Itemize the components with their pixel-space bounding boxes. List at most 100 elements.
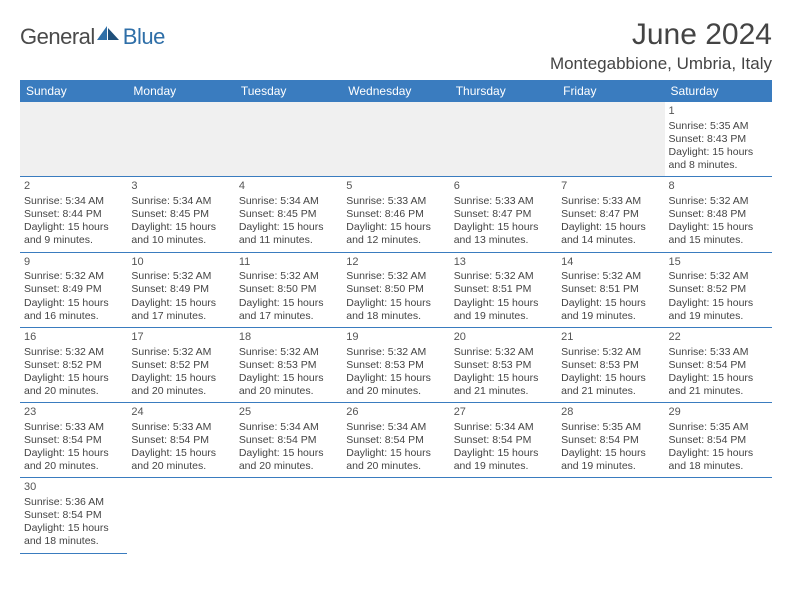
sunset-line: Sunset: 8:54 PM — [669, 359, 768, 372]
logo-text-blue: Blue — [123, 24, 165, 50]
sunrise-line: Sunrise: 5:32 AM — [131, 346, 230, 359]
sunset-line: Sunset: 8:47 PM — [454, 208, 553, 221]
daylight-line: Daylight: 15 hoursand 20 minutes. — [239, 447, 338, 473]
day-number: 26 — [346, 406, 445, 420]
weekday-header: Tuesday — [235, 80, 342, 102]
day-number: 22 — [669, 331, 768, 345]
day-number: 8 — [669, 180, 768, 194]
daylight-line: Daylight: 15 hoursand 9 minutes. — [24, 221, 123, 247]
daylight-line: Daylight: 15 hoursand 18 minutes. — [24, 522, 123, 548]
sail-icon — [95, 24, 121, 42]
sunset-line: Sunset: 8:53 PM — [239, 359, 338, 372]
daylight-line: Daylight: 15 hoursand 11 minutes. — [239, 221, 338, 247]
sunrise-line: Sunrise: 5:33 AM — [561, 195, 660, 208]
day-number: 5 — [346, 180, 445, 194]
day-number: 17 — [131, 331, 230, 345]
calendar-day-cell: 2Sunrise: 5:34 AMSunset: 8:44 PMDaylight… — [20, 177, 127, 252]
calendar-day-cell: 22Sunrise: 5:33 AMSunset: 8:54 PMDayligh… — [665, 327, 772, 402]
day-number: 20 — [454, 331, 553, 345]
sunrise-line: Sunrise: 5:36 AM — [24, 496, 123, 509]
weekday-header: Monday — [127, 80, 234, 102]
day-number: 25 — [239, 406, 338, 420]
sunrise-line: Sunrise: 5:32 AM — [239, 346, 338, 359]
daylight-line: Daylight: 15 hoursand 19 minutes. — [454, 297, 553, 323]
daylight-line: Daylight: 15 hoursand 17 minutes. — [239, 297, 338, 323]
sunrise-line: Sunrise: 5:32 AM — [24, 270, 123, 283]
day-number: 2 — [24, 180, 123, 194]
calendar-week-row: 16Sunrise: 5:32 AMSunset: 8:52 PMDayligh… — [20, 327, 772, 402]
sunset-line: Sunset: 8:54 PM — [454, 434, 553, 447]
calendar-day-cell: 18Sunrise: 5:32 AMSunset: 8:53 PMDayligh… — [235, 327, 342, 402]
sunrise-line: Sunrise: 5:33 AM — [24, 421, 123, 434]
calendar-day-cell: 29Sunrise: 5:35 AMSunset: 8:54 PMDayligh… — [665, 403, 772, 478]
day-number: 30 — [24, 481, 123, 495]
weekday-header: Friday — [557, 80, 664, 102]
day-number: 6 — [454, 180, 553, 194]
sunrise-line: Sunrise: 5:32 AM — [131, 270, 230, 283]
calendar-week-row: 1Sunrise: 5:35 AMSunset: 8:43 PMDaylight… — [20, 102, 772, 177]
daylight-line: Daylight: 15 hoursand 14 minutes. — [561, 221, 660, 247]
calendar-empty-cell — [557, 478, 664, 553]
calendar-day-cell: 28Sunrise: 5:35 AMSunset: 8:54 PMDayligh… — [557, 403, 664, 478]
calendar-empty-cell — [665, 478, 772, 553]
calendar-empty-cell — [127, 102, 234, 177]
sunset-line: Sunset: 8:45 PM — [131, 208, 230, 221]
daylight-line: Daylight: 15 hoursand 17 minutes. — [131, 297, 230, 323]
calendar-empty-cell — [450, 478, 557, 553]
sunrise-line: Sunrise: 5:32 AM — [454, 270, 553, 283]
sunrise-line: Sunrise: 5:32 AM — [454, 346, 553, 359]
daylight-line: Daylight: 15 hoursand 20 minutes. — [24, 447, 123, 473]
daylight-line: Daylight: 15 hoursand 21 minutes. — [669, 372, 768, 398]
day-number: 28 — [561, 406, 660, 420]
sunset-line: Sunset: 8:44 PM — [24, 208, 123, 221]
calendar-day-cell: 8Sunrise: 5:32 AMSunset: 8:48 PMDaylight… — [665, 177, 772, 252]
day-number: 14 — [561, 256, 660, 270]
calendar-day-cell: 19Sunrise: 5:32 AMSunset: 8:53 PMDayligh… — [342, 327, 449, 402]
day-number: 7 — [561, 180, 660, 194]
calendar-day-cell: 1Sunrise: 5:35 AMSunset: 8:43 PMDaylight… — [665, 102, 772, 177]
title-block: June 2024 Montegabbione, Umbria, Italy — [550, 18, 772, 74]
calendar-day-cell: 25Sunrise: 5:34 AMSunset: 8:54 PMDayligh… — [235, 403, 342, 478]
sunrise-line: Sunrise: 5:35 AM — [561, 421, 660, 434]
weekday-header: Wednesday — [342, 80, 449, 102]
calendar-day-cell: 30Sunrise: 5:36 AMSunset: 8:54 PMDayligh… — [20, 478, 127, 553]
daylight-line: Daylight: 15 hoursand 20 minutes. — [131, 372, 230, 398]
sunrise-line: Sunrise: 5:34 AM — [24, 195, 123, 208]
day-number: 27 — [454, 406, 553, 420]
calendar-empty-cell — [127, 478, 234, 553]
day-number: 15 — [669, 256, 768, 270]
calendar-day-cell: 11Sunrise: 5:32 AMSunset: 8:50 PMDayligh… — [235, 252, 342, 327]
day-number: 19 — [346, 331, 445, 345]
sunrise-line: Sunrise: 5:34 AM — [454, 421, 553, 434]
daylight-line: Daylight: 15 hoursand 19 minutes. — [454, 447, 553, 473]
calendar-day-cell: 16Sunrise: 5:32 AMSunset: 8:52 PMDayligh… — [20, 327, 127, 402]
sunrise-line: Sunrise: 5:33 AM — [669, 346, 768, 359]
sunrise-line: Sunrise: 5:35 AM — [669, 421, 768, 434]
day-number: 13 — [454, 256, 553, 270]
calendar-day-cell: 23Sunrise: 5:33 AMSunset: 8:54 PMDayligh… — [20, 403, 127, 478]
weekday-header-row: SundayMondayTuesdayWednesdayThursdayFrid… — [20, 80, 772, 102]
sunrise-line: Sunrise: 5:33 AM — [131, 421, 230, 434]
sunrise-line: Sunrise: 5:34 AM — [239, 195, 338, 208]
calendar-empty-cell — [342, 102, 449, 177]
daylight-line: Daylight: 15 hoursand 19 minutes. — [669, 297, 768, 323]
daylight-line: Daylight: 15 hoursand 20 minutes. — [131, 447, 230, 473]
calendar-day-cell: 7Sunrise: 5:33 AMSunset: 8:47 PMDaylight… — [557, 177, 664, 252]
daylight-line: Daylight: 15 hoursand 16 minutes. — [24, 297, 123, 323]
calendar-day-cell: 9Sunrise: 5:32 AMSunset: 8:49 PMDaylight… — [20, 252, 127, 327]
sunset-line: Sunset: 8:54 PM — [131, 434, 230, 447]
calendar-week-row: 30Sunrise: 5:36 AMSunset: 8:54 PMDayligh… — [20, 478, 772, 553]
calendar-day-cell: 5Sunrise: 5:33 AMSunset: 8:46 PMDaylight… — [342, 177, 449, 252]
day-number: 4 — [239, 180, 338, 194]
daylight-line: Daylight: 15 hoursand 8 minutes. — [669, 146, 768, 172]
calendar-week-row: 23Sunrise: 5:33 AMSunset: 8:54 PMDayligh… — [20, 403, 772, 478]
daylight-line: Daylight: 15 hoursand 19 minutes. — [561, 447, 660, 473]
logo-text-general: General — [20, 24, 95, 50]
calendar-day-cell: 14Sunrise: 5:32 AMSunset: 8:51 PMDayligh… — [557, 252, 664, 327]
sunrise-line: Sunrise: 5:32 AM — [346, 270, 445, 283]
sunset-line: Sunset: 8:52 PM — [131, 359, 230, 372]
calendar-week-row: 2Sunrise: 5:34 AMSunset: 8:44 PMDaylight… — [20, 177, 772, 252]
calendar-day-cell: 26Sunrise: 5:34 AMSunset: 8:54 PMDayligh… — [342, 403, 449, 478]
day-number: 12 — [346, 256, 445, 270]
sunrise-line: Sunrise: 5:34 AM — [131, 195, 230, 208]
